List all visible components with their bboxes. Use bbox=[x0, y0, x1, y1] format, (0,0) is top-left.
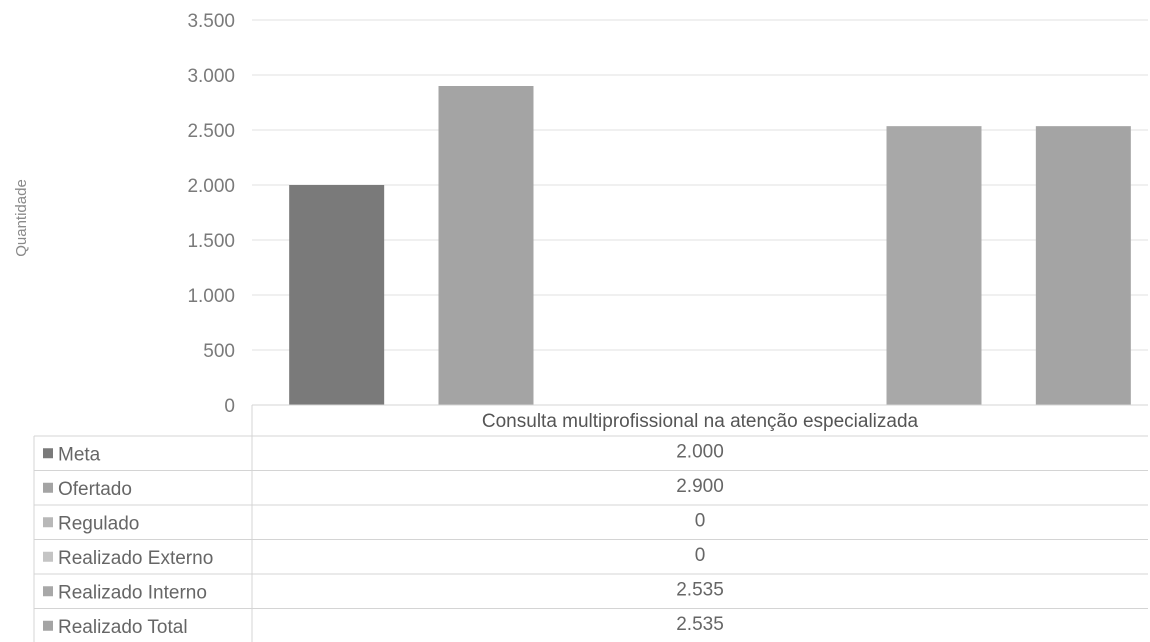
legend-label: Realizado Total bbox=[58, 617, 188, 638]
y-tick-label: 3.500 bbox=[187, 11, 235, 32]
legend-label: Ofertado bbox=[58, 479, 132, 500]
bar-ofertado bbox=[438, 86, 534, 405]
bars bbox=[289, 86, 1131, 406]
bar-meta bbox=[289, 185, 385, 405]
legend-swatch bbox=[43, 586, 53, 597]
legend-label: Realizado Externo bbox=[58, 548, 213, 569]
legend-swatch bbox=[43, 517, 53, 528]
legend-swatch bbox=[43, 551, 53, 562]
legend-label: Meta bbox=[58, 444, 101, 465]
data-value: 2.535 bbox=[676, 579, 724, 600]
data-value: 2.900 bbox=[676, 476, 724, 497]
data-table: Consulta multiprofissional na atenção es… bbox=[33, 404, 1148, 642]
data-value: 2.535 bbox=[676, 614, 724, 635]
legend-label: Realizado Interno bbox=[58, 582, 207, 603]
y-axis: 0 500 1.000 1.500 2.000 2.500 3.000 3.500 bbox=[187, 11, 235, 417]
legend-swatch bbox=[43, 448, 53, 459]
y-tick-label: 2.000 bbox=[187, 176, 235, 197]
y-tick-label: 3.000 bbox=[187, 66, 235, 87]
data-value: 0 bbox=[695, 545, 706, 566]
y-axis-label: Quantidade bbox=[13, 179, 30, 257]
data-value: 2.000 bbox=[676, 441, 724, 462]
bar-realizado-total bbox=[1035, 126, 1131, 406]
category-label: Consulta multiprofissional na atenção es… bbox=[482, 411, 919, 432]
legend-swatch bbox=[43, 620, 53, 631]
grid-lines bbox=[252, 19, 1148, 351]
y-tick-label: 1.500 bbox=[187, 231, 235, 252]
y-tick-label: 500 bbox=[203, 341, 235, 362]
bar-realizado-interno bbox=[886, 126, 982, 406]
legend-label: Regulado bbox=[58, 513, 139, 534]
y-tick-label: 0 bbox=[224, 396, 235, 417]
data-value: 0 bbox=[695, 510, 706, 531]
y-tick-label: 2.500 bbox=[187, 121, 235, 142]
y-tick-label: 1.000 bbox=[187, 286, 235, 307]
legend-swatch bbox=[43, 482, 53, 493]
